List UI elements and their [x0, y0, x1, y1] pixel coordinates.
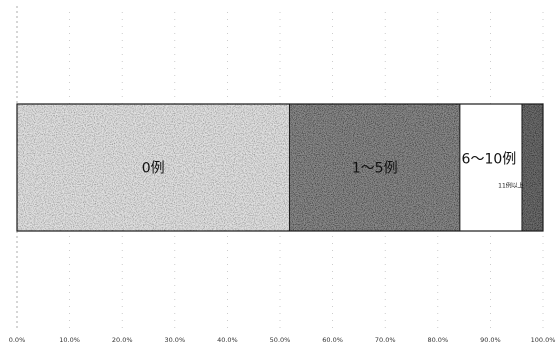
bar-segment [16, 103, 290, 232]
bar-segment [288, 103, 461, 232]
segment-labels: 0例 1〜5例 6〜10例 11例以上 [142, 152, 524, 190]
x-tick-label: 90.0% [480, 336, 501, 344]
bar-stack [16, 103, 544, 232]
x-tick-label: 10.0% [59, 336, 80, 344]
bar-segment [459, 103, 523, 232]
x-axis-ticks: 0.0% 10.0% 20.0% 30.0% 40.0% 50.0% 60.0% 70.0% 8… [9, 336, 556, 344]
segment-label: 1〜5例 [352, 161, 398, 177]
x-tick-label: 50.0% [270, 336, 291, 344]
x-tick-label: 30.0% [164, 336, 185, 344]
x-tick-label: 80.0% [427, 336, 448, 344]
segment-label: 0例 [142, 161, 165, 177]
x-tick-label: 40.0% [217, 336, 238, 344]
x-tick-label: 20.0% [112, 336, 133, 344]
segment-label: 6〜10例 [462, 152, 517, 168]
bar-outline [16, 103, 544, 232]
x-tick-label: 60.0% [322, 336, 343, 344]
x-tick-label: 0.0% [9, 336, 26, 344]
segment-label: 11例以上 [498, 182, 524, 190]
x-tick-label: 70.0% [375, 336, 396, 344]
x-tick-label: 100.0% [531, 336, 556, 344]
bar-segment [521, 103, 544, 232]
